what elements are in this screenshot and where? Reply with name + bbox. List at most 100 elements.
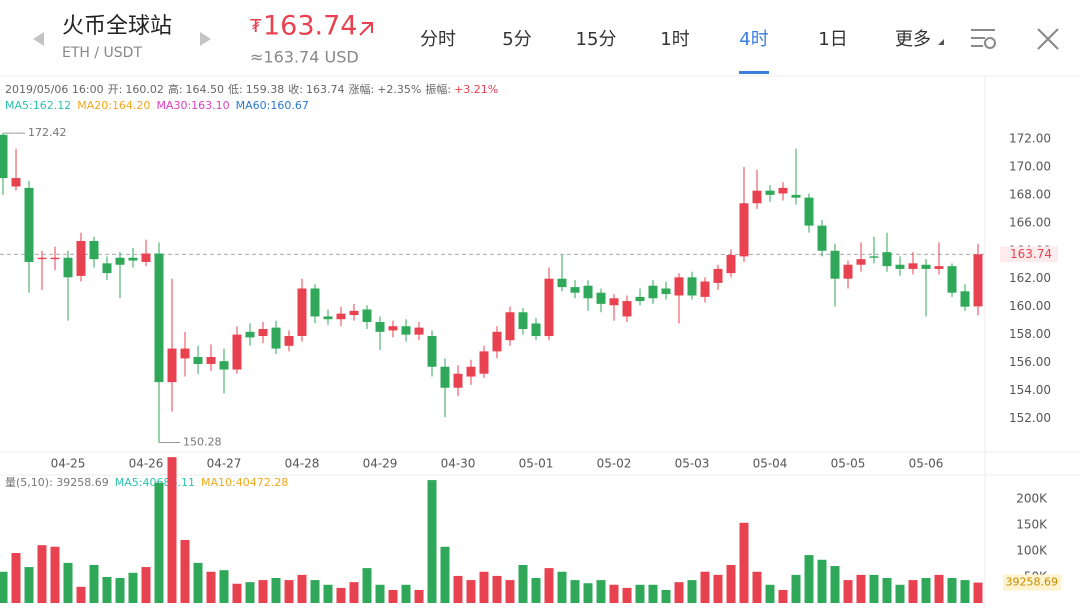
tab[interactable]: 15分 [576, 29, 617, 50]
volume-bar [752, 571, 762, 603]
volume-bar [414, 589, 424, 603]
volume-bar [908, 580, 918, 603]
candle-body [232, 334, 242, 370]
volume-legend: 量(5,10): 39258.69 MA5:40686.11 MA10:40472.… [5, 476, 288, 489]
candle-body [544, 278, 554, 337]
volume-bar [63, 562, 73, 603]
next-arrow[interactable] [200, 32, 211, 46]
candle-body [817, 225, 827, 251]
volume-tick-label: 100K [1016, 543, 1048, 557]
volume-bar [89, 564, 99, 603]
candle-body [63, 257, 73, 278]
volume-bar [843, 580, 853, 603]
volume-tick-label: 200K [1016, 491, 1048, 505]
candle-info: 2019/05/06 16:00 开: 160.02 高: 164.50 低: 159.38… [5, 82, 498, 96]
last-price-label: 163.74 [1010, 247, 1052, 261]
volume-bar [700, 571, 710, 603]
tab[interactable]: 1日 [818, 29, 847, 50]
volume-bar [791, 574, 801, 603]
volume-bar [258, 580, 268, 603]
tab[interactable]: 1时 [660, 29, 689, 50]
candle-body [765, 190, 775, 195]
candle-body [11, 178, 21, 187]
candle-body [622, 301, 632, 317]
candle-body [258, 329, 268, 337]
tab-bar: 分时 5分 15分 1时 4时 1日 更多 [420, 29, 944, 74]
info-label: 收: [288, 82, 303, 96]
tab[interactable]: 4时 [739, 29, 768, 50]
candle-body [661, 288, 671, 295]
close-icon[interactable] [1037, 28, 1059, 50]
candle-body [375, 322, 385, 332]
legend-entry: 量(5,10): 39258.69 [5, 476, 109, 489]
candle-body [934, 266, 944, 269]
candle-body [778, 187, 788, 194]
volume-bar [466, 580, 476, 603]
volume-bar [271, 578, 281, 603]
volume-bar [297, 574, 307, 603]
y-tick-label: 166.00 [1009, 215, 1051, 229]
y-tick-label: 160.00 [1009, 299, 1051, 313]
y-tick-label: 152.00 [1009, 411, 1051, 425]
candle-body [180, 348, 190, 359]
legend-entry: MA5:162.12 [5, 99, 71, 112]
candle-body [869, 256, 879, 258]
info-value: +3.21% [454, 83, 498, 96]
volume-bar [648, 584, 658, 603]
candle-body [973, 254, 983, 307]
y-tick-label: 154.00 [1009, 383, 1051, 397]
tab[interactable]: 分时 [420, 29, 456, 50]
candle-body [323, 316, 333, 320]
y-tick-label: 172.00 [1009, 131, 1051, 145]
candle-body [401, 326, 411, 335]
volume-bar [726, 564, 736, 603]
legend-entry: MA30:163.10 [156, 99, 229, 112]
prev-arrow[interactable] [33, 32, 44, 46]
volume-bar [882, 578, 892, 603]
y-tick-label: 170.00 [1009, 159, 1051, 173]
candle-body [76, 240, 86, 276]
volume-bar [11, 553, 21, 603]
candle-body [427, 336, 437, 367]
info-value: 160.02 [125, 83, 164, 96]
candle-body [492, 331, 502, 352]
volume-bar [687, 580, 697, 603]
candle-body [635, 296, 645, 302]
legend-entry: MA20:164.20 [77, 99, 150, 112]
settings-icon[interactable] [971, 29, 996, 49]
candle-body [830, 250, 840, 279]
volume-bar [310, 580, 320, 603]
candle-body [0, 134, 8, 179]
volume-bar [362, 568, 372, 603]
candle-body [518, 312, 528, 330]
candle-body [466, 366, 476, 377]
candle-body [297, 288, 307, 337]
candle-body [37, 257, 47, 260]
volume-tick-label: 150K [1016, 517, 1048, 531]
legend-entry: MA60:160.67 [236, 99, 309, 112]
volume-bar [349, 582, 359, 603]
x-tick-label: 04-26 [129, 457, 164, 471]
last-volume-box [1003, 574, 1061, 591]
last-price-box [1000, 246, 1058, 263]
info-value: 159.38 [246, 83, 285, 96]
y-tick-label: 168.00 [1009, 187, 1051, 201]
volume-bar [557, 571, 567, 603]
currency-symbol: ₮ [250, 16, 262, 37]
volume-bar [661, 589, 671, 603]
max-label: 172.42 [28, 126, 67, 139]
tab[interactable]: 更多 [895, 29, 931, 50]
volume-bar [778, 589, 788, 603]
volume-bar [284, 580, 294, 603]
x-tick-label: 05-05 [831, 457, 866, 471]
candle-body [271, 327, 281, 349]
volume-bar [245, 582, 255, 603]
legend-entry: MA10:40472.28 [201, 476, 288, 489]
tab[interactable]: 5分 [502, 29, 531, 50]
volume-bar [583, 583, 593, 603]
usd-price: ≈163.74 USD [250, 48, 359, 67]
volume-bar [856, 574, 866, 603]
volume-bar [674, 582, 684, 603]
last-price: 163.74 [263, 11, 357, 42]
